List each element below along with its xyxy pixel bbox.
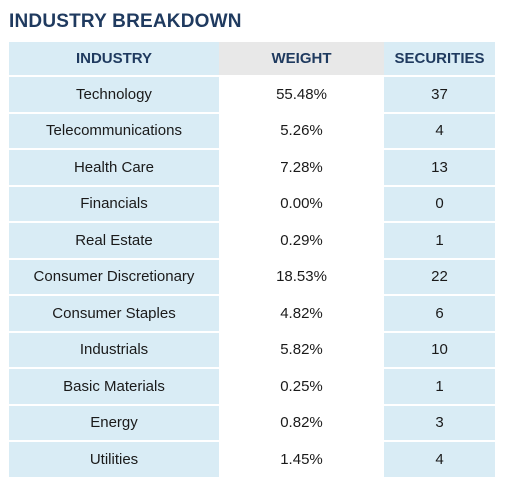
industry-cell: Real Estate (9, 222, 219, 259)
table-row: Real Estate 0.29% 1 (9, 222, 495, 259)
weight-cell: 4.82% (219, 295, 384, 332)
securities-cell: 10 (384, 331, 495, 368)
table-row: Basic Materials 0.25% 1 (9, 368, 495, 405)
table-row: Health Care 7.28% 13 (9, 149, 495, 186)
securities-cell: 1 (384, 222, 495, 259)
column-header-weight: WEIGHT (219, 42, 384, 76)
table-row: Financials 0.00% 0 (9, 185, 495, 222)
industry-cell: Telecommunications (9, 112, 219, 149)
weight-cell: 5.82% (219, 331, 384, 368)
industry-cell: Utilities (9, 441, 219, 478)
table-row: Consumer Discretionary 18.53% 22 (9, 258, 495, 295)
weight-cell: 18.53% (219, 258, 384, 295)
weight-cell: 0.25% (219, 368, 384, 405)
industry-cell: Health Care (9, 149, 219, 186)
industry-cell: Financials (9, 185, 219, 222)
table-row: Utilities 1.45% 4 (9, 441, 495, 478)
securities-cell: 4 (384, 112, 495, 149)
securities-cell: 13 (384, 149, 495, 186)
industry-breakdown-table: INDUSTRY WEIGHT SECURITIES Technology 55… (9, 42, 495, 479)
securities-cell: 22 (384, 258, 495, 295)
industry-cell: Consumer Discretionary (9, 258, 219, 295)
table-row: Energy 0.82% 3 (9, 404, 495, 441)
industry-cell: Energy (9, 404, 219, 441)
table-row: Industrials 5.82% 10 (9, 331, 495, 368)
weight-cell: 0.82% (219, 404, 384, 441)
securities-cell: 6 (384, 295, 495, 332)
industry-cell: Technology (9, 76, 219, 113)
weight-cell: 0.00% (219, 185, 384, 222)
weight-cell: 0.29% (219, 222, 384, 259)
weight-cell: 5.26% (219, 112, 384, 149)
table-row: Consumer Staples 4.82% 6 (9, 295, 495, 332)
table-header-row: INDUSTRY WEIGHT SECURITIES (9, 42, 495, 76)
industry-cell: Industrials (9, 331, 219, 368)
column-header-industry: INDUSTRY (9, 42, 219, 76)
weight-cell: 7.28% (219, 149, 384, 186)
page-title: INDUSTRY BREAKDOWN (9, 11, 242, 32)
securities-cell: 4 (384, 441, 495, 478)
securities-cell: 3 (384, 404, 495, 441)
weight-cell: 55.48% (219, 76, 384, 113)
weight-cell: 1.45% (219, 441, 384, 478)
industry-cell: Consumer Staples (9, 295, 219, 332)
column-header-securities: SECURITIES (384, 42, 495, 76)
securities-cell: 0 (384, 185, 495, 222)
table-row: Technology 55.48% 37 (9, 76, 495, 113)
securities-cell: 37 (384, 76, 495, 113)
industry-cell: Basic Materials (9, 368, 219, 405)
securities-cell: 1 (384, 368, 495, 405)
table-row: Telecommunications 5.26% 4 (9, 112, 495, 149)
